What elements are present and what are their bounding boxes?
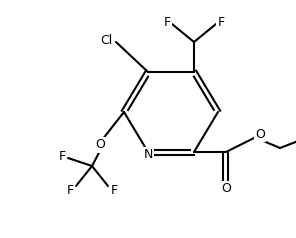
Text: F: F [218, 15, 225, 29]
Text: F: F [163, 15, 170, 29]
Text: N: N [143, 149, 153, 162]
Text: F: F [110, 184, 118, 198]
Text: O: O [95, 139, 105, 152]
Text: Cl: Cl [100, 34, 112, 46]
Text: O: O [255, 128, 265, 140]
Text: F: F [66, 184, 74, 198]
Text: O: O [221, 183, 231, 195]
Text: F: F [58, 149, 65, 163]
